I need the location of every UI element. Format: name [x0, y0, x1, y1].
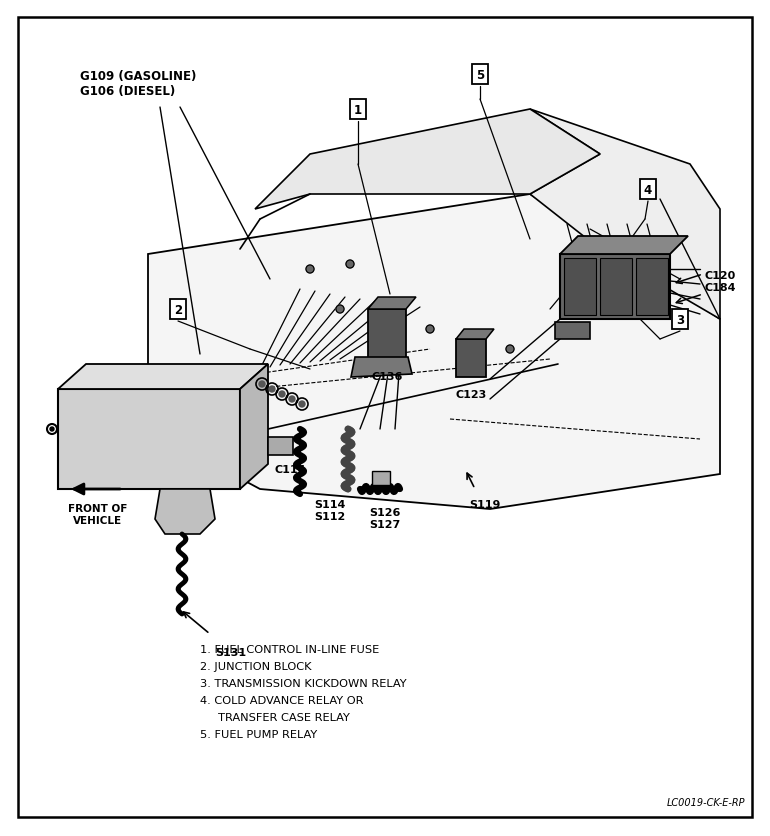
- Text: G109 (GASOLINE)
G106 (DIESEL): G109 (GASOLINE) G106 (DIESEL): [80, 70, 196, 98]
- Polygon shape: [240, 364, 268, 489]
- Polygon shape: [456, 329, 494, 339]
- Text: 2: 2: [174, 303, 182, 316]
- Circle shape: [50, 427, 54, 431]
- Polygon shape: [148, 195, 720, 509]
- Bar: [456, 339, 486, 378]
- Text: S119: S119: [469, 499, 501, 509]
- Bar: [268, 437, 293, 456]
- Circle shape: [346, 261, 354, 268]
- Text: TRANSFER CASE RELAY: TRANSFER CASE RELAY: [200, 712, 350, 722]
- Text: 1. FUEL CONTROL IN-LINE FUSE: 1. FUEL CONTROL IN-LINE FUSE: [200, 645, 380, 655]
- Polygon shape: [560, 237, 688, 255]
- Bar: [372, 472, 390, 486]
- Polygon shape: [155, 489, 215, 534]
- Circle shape: [279, 391, 285, 398]
- Text: 4. COLD ADVANCE RELAY OR: 4. COLD ADVANCE RELAY OR: [200, 696, 363, 705]
- Circle shape: [299, 401, 305, 407]
- Text: FRONT OF
VEHICLE: FRONT OF VEHICLE: [69, 503, 128, 525]
- Circle shape: [426, 325, 434, 334]
- Polygon shape: [58, 364, 268, 390]
- Text: 1: 1: [354, 104, 362, 116]
- Circle shape: [506, 345, 514, 354]
- Text: LC0019-CK-E-RP: LC0019-CK-E-RP: [667, 797, 745, 807]
- Circle shape: [306, 266, 314, 273]
- Polygon shape: [530, 110, 720, 319]
- Text: 5: 5: [476, 69, 484, 81]
- Circle shape: [336, 306, 344, 314]
- Polygon shape: [58, 390, 240, 489]
- Text: 5. FUEL PUMP RELAY: 5. FUEL PUMP RELAY: [200, 729, 317, 739]
- Text: 3. TRANSMISSION KICKDOWN RELAY: 3. TRANSMISSION KICKDOWN RELAY: [200, 678, 407, 688]
- Text: S114
S112: S114 S112: [314, 499, 346, 521]
- Circle shape: [289, 396, 295, 402]
- Polygon shape: [255, 110, 600, 210]
- Text: 2. JUNCTION BLOCK: 2. JUNCTION BLOCK: [200, 661, 312, 671]
- Polygon shape: [555, 323, 590, 339]
- Text: C114: C114: [274, 465, 306, 475]
- Text: 3: 3: [676, 314, 684, 326]
- Text: C136: C136: [371, 371, 403, 381]
- Text: S131: S131: [215, 647, 246, 657]
- Text: 4: 4: [644, 183, 652, 196]
- Circle shape: [259, 381, 265, 388]
- Polygon shape: [351, 358, 412, 378]
- Polygon shape: [368, 298, 416, 309]
- Bar: [560, 255, 670, 319]
- Bar: [368, 309, 406, 359]
- Circle shape: [269, 386, 275, 393]
- Text: C120
C184: C120 C184: [705, 271, 736, 293]
- Bar: [564, 258, 596, 316]
- Text: S126
S127: S126 S127: [370, 507, 400, 529]
- Bar: [600, 258, 632, 316]
- Text: C123: C123: [455, 390, 487, 400]
- Bar: [636, 258, 668, 316]
